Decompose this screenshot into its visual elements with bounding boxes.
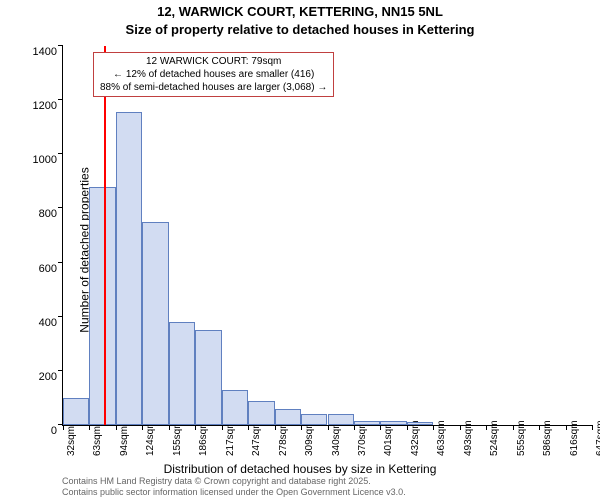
- histogram-bar: [89, 187, 115, 425]
- footnote: Contains HM Land Registry data © Crown c…: [62, 476, 406, 498]
- reference-line: [104, 46, 106, 425]
- x-tick-mark: [275, 425, 276, 430]
- x-tick-mark: [248, 425, 249, 430]
- x-tick-label: 370sqm: [357, 420, 368, 456]
- x-tick-label: 278sqm: [278, 420, 289, 456]
- x-tick-label: 493sqm: [463, 420, 474, 456]
- histogram-bar: [63, 398, 89, 425]
- x-tick-label: 32sqm: [66, 426, 77, 456]
- x-tick-mark: [301, 425, 302, 430]
- histogram-bar: [380, 421, 406, 425]
- histogram-bar: [169, 322, 195, 425]
- y-tick-mark: [58, 99, 63, 100]
- x-tick-mark: [407, 425, 408, 430]
- x-tick-mark: [354, 425, 355, 430]
- x-tick-mark: [142, 425, 143, 430]
- y-tick-mark: [58, 370, 63, 371]
- x-tick-mark: [592, 425, 593, 430]
- x-tick-mark: [222, 425, 223, 430]
- x-tick-label: 616sqm: [569, 420, 580, 456]
- x-tick-label: 247sqm: [251, 420, 262, 456]
- chart-title-subtitle: Size of property relative to detached ho…: [0, 22, 600, 37]
- y-tick-mark: [58, 207, 63, 208]
- x-tick-label: 155sqm: [172, 420, 183, 456]
- x-tick-mark: [195, 425, 196, 430]
- histogram-bar: [222, 390, 248, 425]
- x-tick-label: 340sqm: [331, 420, 342, 456]
- y-tick-label: 1200: [23, 100, 57, 112]
- y-tick-label: 200: [23, 371, 57, 383]
- histogram-chart: 12, WARWICK COURT, KETTERING, NN15 5NL S…: [0, 0, 600, 500]
- footnote-line-2: Contains public sector information licen…: [62, 487, 406, 498]
- x-tick-mark: [486, 425, 487, 430]
- histogram-bar: [354, 421, 380, 425]
- plot-area: 12 WARWICK COURT: 79sqm ← 12% of detache…: [62, 46, 592, 426]
- x-tick-label: 401sqm: [383, 420, 394, 456]
- x-tick-label: 647sqm: [595, 420, 600, 456]
- x-tick-mark: [380, 425, 381, 430]
- x-tick-mark: [169, 425, 170, 430]
- x-tick-mark: [63, 425, 64, 430]
- x-tick-label: 124sqm: [145, 420, 156, 456]
- y-tick-label: 600: [23, 263, 57, 275]
- y-tick-mark: [58, 316, 63, 317]
- chart-title-address: 12, WARWICK COURT, KETTERING, NN15 5NL: [0, 4, 600, 19]
- annotation-line-2: ← 12% of detached houses are smaller (41…: [100, 68, 327, 81]
- x-tick-mark: [328, 425, 329, 430]
- y-tick-label: 1400: [23, 46, 57, 58]
- y-tick-mark: [58, 153, 63, 154]
- x-tick-label: 217sqm: [225, 420, 236, 456]
- x-tick-mark: [116, 425, 117, 430]
- x-tick-label: 309sqm: [304, 420, 315, 456]
- y-tick-label: 800: [23, 208, 57, 220]
- x-tick-label: 586sqm: [542, 420, 553, 456]
- histogram-bar: [407, 422, 433, 425]
- x-tick-label: 555sqm: [516, 420, 527, 456]
- x-tick-label: 524sqm: [489, 420, 500, 456]
- x-tick-label: 432sqm: [410, 420, 421, 456]
- y-tick-label: 0: [23, 425, 57, 437]
- annotation-box: 12 WARWICK COURT: 79sqm ← 12% of detache…: [93, 52, 334, 97]
- x-tick-mark: [433, 425, 434, 430]
- annotation-line-3: 88% of semi-detached houses are larger (…: [100, 81, 327, 94]
- y-tick-mark: [58, 262, 63, 263]
- histogram-bar: [142, 222, 168, 425]
- histogram-bar: [116, 112, 142, 425]
- annotation-line-1: 12 WARWICK COURT: 79sqm: [100, 55, 327, 68]
- x-tick-mark: [460, 425, 461, 430]
- y-tick-mark: [58, 45, 63, 46]
- histogram-bar: [301, 414, 327, 425]
- x-tick-mark: [566, 425, 567, 430]
- x-tick-label: 94sqm: [119, 426, 130, 456]
- x-tick-label: 186sqm: [198, 420, 209, 456]
- x-tick-label: 463sqm: [436, 420, 447, 456]
- histogram-bar: [195, 330, 221, 425]
- y-tick-label: 400: [23, 317, 57, 329]
- x-axis-label: Distribution of detached houses by size …: [0, 462, 600, 476]
- x-tick-mark: [89, 425, 90, 430]
- x-tick-label: 63sqm: [92, 426, 103, 456]
- y-tick-label: 1000: [23, 154, 57, 166]
- histogram-bar: [275, 409, 301, 425]
- histogram-bar: [248, 401, 274, 425]
- footnote-line-1: Contains HM Land Registry data © Crown c…: [62, 476, 406, 487]
- x-tick-mark: [539, 425, 540, 430]
- histogram-bar: [328, 414, 354, 425]
- x-tick-mark: [513, 425, 514, 430]
